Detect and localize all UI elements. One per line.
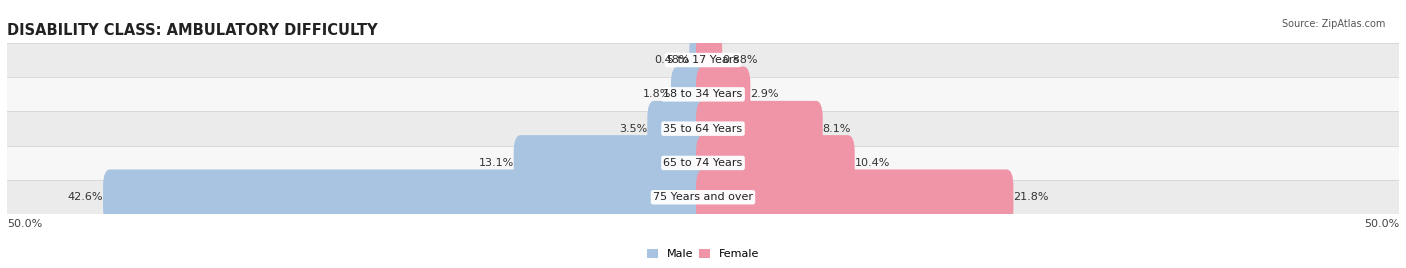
Text: 42.6%: 42.6% bbox=[67, 192, 103, 202]
Text: 10.4%: 10.4% bbox=[855, 158, 890, 168]
Text: 2.9%: 2.9% bbox=[751, 89, 779, 99]
FancyBboxPatch shape bbox=[647, 101, 710, 157]
Text: 75 Years and over: 75 Years and over bbox=[652, 192, 754, 202]
Text: 65 to 74 Years: 65 to 74 Years bbox=[664, 158, 742, 168]
FancyBboxPatch shape bbox=[7, 77, 1399, 111]
Text: 1.8%: 1.8% bbox=[643, 89, 671, 99]
Legend: Male, Female: Male, Female bbox=[643, 244, 763, 264]
Text: 8.1%: 8.1% bbox=[823, 124, 851, 134]
FancyBboxPatch shape bbox=[7, 180, 1399, 214]
FancyBboxPatch shape bbox=[7, 43, 1399, 77]
FancyBboxPatch shape bbox=[671, 66, 710, 122]
FancyBboxPatch shape bbox=[689, 32, 710, 88]
FancyBboxPatch shape bbox=[103, 169, 710, 225]
Text: Source: ZipAtlas.com: Source: ZipAtlas.com bbox=[1281, 19, 1385, 29]
FancyBboxPatch shape bbox=[696, 101, 823, 157]
Text: 18 to 34 Years: 18 to 34 Years bbox=[664, 89, 742, 99]
FancyBboxPatch shape bbox=[696, 135, 855, 191]
Text: 21.8%: 21.8% bbox=[1014, 192, 1049, 202]
Text: 35 to 64 Years: 35 to 64 Years bbox=[664, 124, 742, 134]
Text: 50.0%: 50.0% bbox=[1364, 218, 1399, 229]
Text: DISABILITY CLASS: AMBULATORY DIFFICULTY: DISABILITY CLASS: AMBULATORY DIFFICULTY bbox=[7, 23, 378, 38]
FancyBboxPatch shape bbox=[7, 111, 1399, 146]
Text: 3.5%: 3.5% bbox=[619, 124, 647, 134]
FancyBboxPatch shape bbox=[696, 169, 1014, 225]
FancyBboxPatch shape bbox=[696, 32, 723, 88]
FancyBboxPatch shape bbox=[513, 135, 710, 191]
Text: 50.0%: 50.0% bbox=[7, 218, 42, 229]
Text: 0.48%: 0.48% bbox=[654, 55, 689, 65]
Text: 5 to 17 Years: 5 to 17 Years bbox=[666, 55, 740, 65]
Text: 0.88%: 0.88% bbox=[723, 55, 758, 65]
FancyBboxPatch shape bbox=[696, 66, 751, 122]
Text: 13.1%: 13.1% bbox=[478, 158, 513, 168]
FancyBboxPatch shape bbox=[7, 146, 1399, 180]
